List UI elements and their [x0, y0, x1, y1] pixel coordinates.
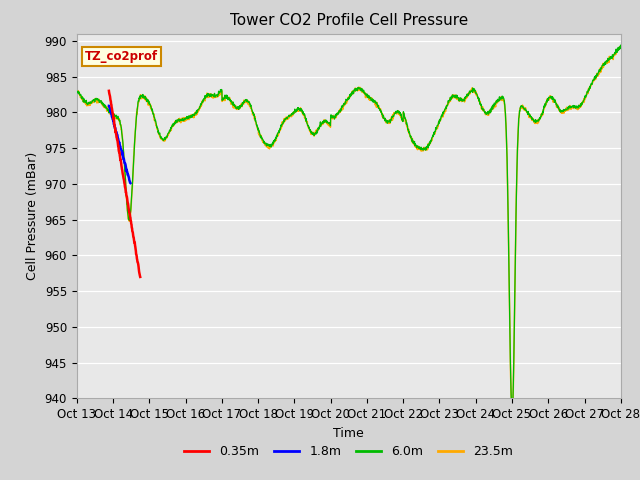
Text: TZ_co2prof: TZ_co2prof: [85, 50, 158, 63]
Y-axis label: Cell Pressure (mBar): Cell Pressure (mBar): [26, 152, 39, 280]
Legend: 0.35m, 1.8m, 6.0m, 23.5m: 0.35m, 1.8m, 6.0m, 23.5m: [179, 440, 518, 463]
Title: Tower CO2 Profile Cell Pressure: Tower CO2 Profile Cell Pressure: [230, 13, 468, 28]
X-axis label: Time: Time: [333, 427, 364, 440]
